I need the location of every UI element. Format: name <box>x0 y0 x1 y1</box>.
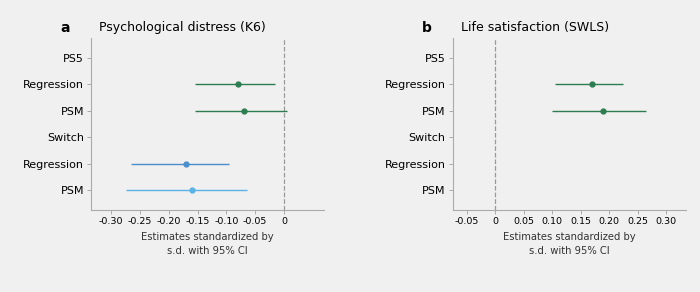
Text: Psychological distress (K6): Psychological distress (K6) <box>91 21 266 34</box>
Text: Life satisfaction (SWLS): Life satisfaction (SWLS) <box>453 21 609 34</box>
Text: b: b <box>422 21 432 35</box>
X-axis label: Estimates standardized by
s.d. with 95% CI: Estimates standardized by s.d. with 95% … <box>141 232 274 256</box>
X-axis label: Estimates standardized by
s.d. with 95% CI: Estimates standardized by s.d. with 95% … <box>503 232 636 256</box>
Text: a: a <box>61 21 70 35</box>
